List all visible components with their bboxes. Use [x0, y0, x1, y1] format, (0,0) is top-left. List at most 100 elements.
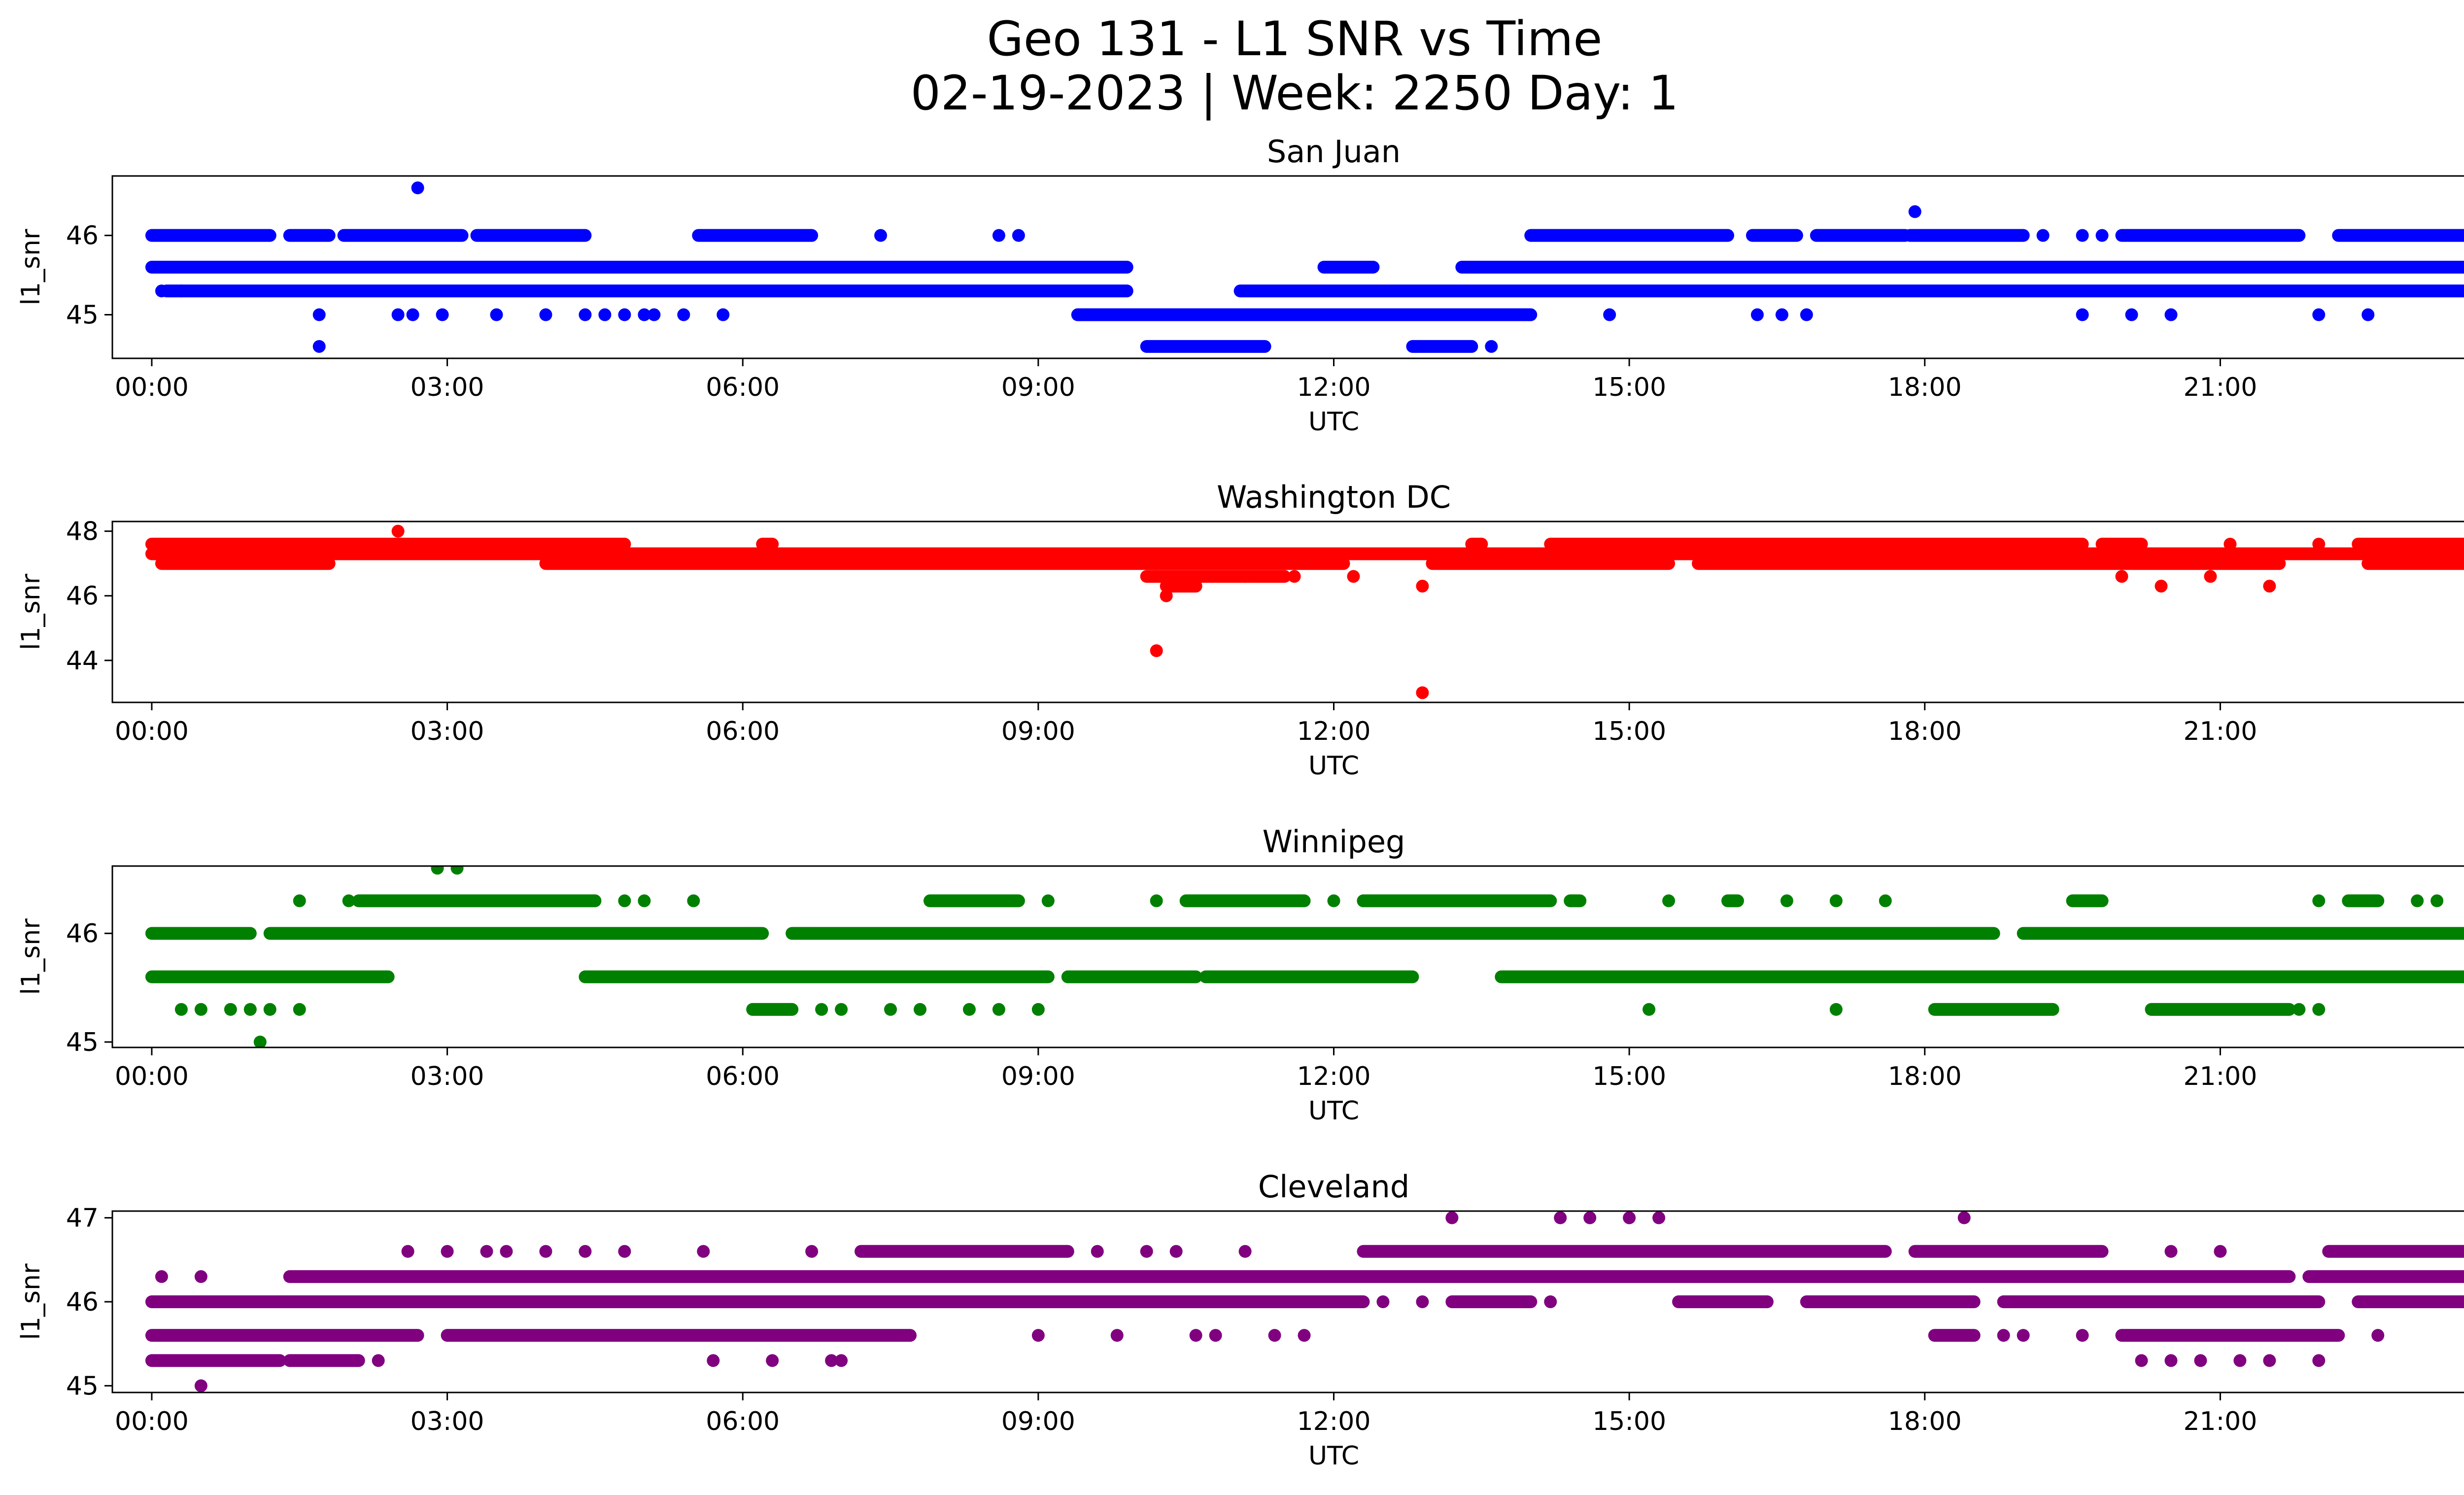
x-axis-label: UTC [1308, 407, 1359, 437]
data-point [697, 1245, 710, 1258]
data-point [766, 1354, 779, 1367]
data-point [155, 1270, 168, 1283]
subplot-title: Winnipeg [1263, 824, 1405, 860]
data-point [1908, 205, 1921, 218]
subplot-title: Cleveland [1258, 1169, 1409, 1205]
data-point [243, 1003, 257, 1016]
x-tick-label: 12:00 [1297, 1407, 1371, 1436]
x-tick-label: 18:00 [1888, 373, 1962, 402]
data-point [1780, 894, 1793, 907]
data-point [618, 308, 631, 321]
data-point [2095, 229, 2109, 242]
data-point [1957, 1211, 1971, 1224]
x-tick-label: 03:00 [411, 717, 484, 746]
data-point [2036, 229, 2050, 242]
data-point [962, 1003, 976, 1016]
data-point [539, 1245, 552, 1258]
data-point [579, 1245, 592, 1258]
data-point [914, 1003, 927, 1016]
data-point [805, 1245, 819, 1258]
data-point [2076, 1329, 2089, 1342]
data-point [1445, 1211, 1459, 1224]
data-point [825, 1354, 838, 1367]
data-point [992, 1003, 1005, 1016]
x-tick-label: 21:00 [2183, 717, 2257, 746]
x-tick-label: 00:00 [115, 717, 189, 746]
subplot-0: San Juan 00:00 03:00 06:00 09:00 12:00 15:00 18… [16, 134, 2464, 437]
data-point [312, 308, 326, 321]
x-tick-label: 18:00 [1888, 1407, 1962, 1436]
data-point [2293, 1003, 2306, 1016]
x-tick-label: 00:00 [115, 1407, 189, 1436]
data-point [1110, 1329, 1124, 1342]
data-point [2115, 570, 2128, 583]
y-tick-label: 48 [66, 517, 99, 547]
data-point [618, 1245, 631, 1258]
axes-frame [111, 865, 2464, 1048]
y-tick-label: 47 [66, 1204, 99, 1233]
data-point [2164, 308, 2178, 321]
x-tick-label: 21:00 [2183, 373, 2257, 402]
data-series [145, 524, 2464, 699]
subplot-title: Washington DC [1217, 479, 1451, 515]
data-point [1140, 1245, 1153, 1258]
data-point [1829, 894, 1843, 907]
data-point [2214, 1245, 2227, 1258]
data-point [411, 181, 424, 195]
data-point [312, 340, 326, 353]
data-point [372, 1354, 385, 1367]
data-point [1554, 1211, 1567, 1224]
data-point [174, 284, 188, 298]
data-point [1544, 1295, 1557, 1308]
data-point [2164, 1245, 2178, 1258]
data-point [1041, 894, 1055, 907]
y-tick-label: 46 [66, 1287, 99, 1317]
data-point [1662, 894, 1676, 907]
data-point [539, 308, 552, 321]
data-point [2076, 308, 2089, 321]
data-point [480, 1245, 493, 1258]
data-point [253, 1035, 267, 1047]
data-point [1416, 686, 1429, 699]
data-point [2194, 1354, 2207, 1367]
figure-title-line2: 02-19-2023 | Week: 2250 Day: 1 [911, 66, 1679, 121]
data-point [1238, 1245, 1252, 1258]
data-point [687, 894, 700, 907]
data-point [194, 1379, 207, 1392]
data-point [224, 1003, 237, 1016]
data-point [1298, 1329, 1311, 1342]
data-point [2312, 1003, 2326, 1016]
x-tick-label: 12:00 [1297, 1062, 1371, 1091]
y-tick-label: 45 [66, 1028, 99, 1057]
data-point [2263, 580, 2276, 593]
y-tick-label: 45 [66, 1371, 99, 1401]
x-tick-label: 09:00 [1001, 1407, 1075, 1436]
data-point [1268, 1329, 1281, 1342]
x-tick-label: 03:00 [411, 373, 484, 402]
data-point [2076, 229, 2089, 242]
x-axis-label: UTC [1308, 751, 1359, 781]
x-axis-label: UTC [1308, 1441, 1359, 1471]
data-point [406, 308, 419, 321]
subplot-2: Winnipeg 00:00 03:00 06:00 09:00 12:00 15:00 18… [16, 824, 2464, 1126]
data-point [835, 1003, 848, 1016]
x-tick-label: 00:00 [115, 373, 189, 402]
data-series [145, 181, 2464, 353]
data-point [391, 524, 405, 538]
figure-title-line1: Geo 131 - L1 SNR vs Time [987, 11, 1603, 67]
data-point [391, 308, 405, 321]
x-tick-label: 06:00 [706, 1062, 780, 1091]
y-tick-label: 46 [66, 221, 99, 251]
data-point [1485, 340, 1498, 353]
data-point [1347, 570, 1360, 583]
data-point [194, 1270, 207, 1283]
x-tick-label: 12:00 [1297, 373, 1371, 402]
data-point [618, 894, 631, 907]
data-point [1150, 644, 1163, 658]
data-point [342, 894, 355, 907]
data-point [598, 308, 612, 321]
x-tick-label: 06:00 [706, 373, 780, 402]
data-point [2155, 580, 2168, 593]
data-series [145, 866, 2464, 1047]
data-point [1189, 1329, 1202, 1342]
